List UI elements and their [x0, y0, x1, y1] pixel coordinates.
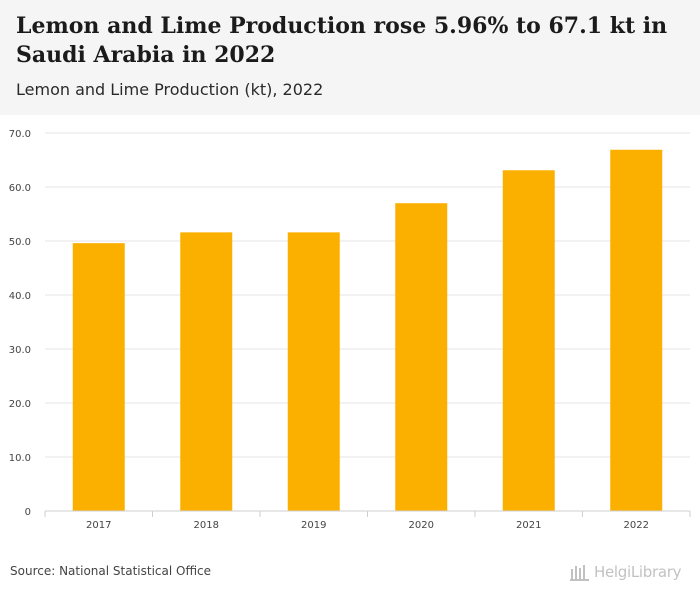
- x-tick-label: 2019: [301, 520, 326, 531]
- y-tick-label: 0: [25, 507, 31, 518]
- bar-2020: [395, 203, 448, 511]
- y-tick-label: 50.0: [9, 237, 31, 248]
- x-tick-label: 2020: [409, 520, 434, 531]
- y-tick-label: 40.0: [9, 291, 31, 302]
- y-tick-label: 30.0: [9, 345, 31, 356]
- source-note: Source: National Statistical Office: [10, 564, 212, 578]
- gridlines: [45, 132, 690, 512]
- y-tick-label: 70.0: [9, 129, 31, 140]
- library-icon: [570, 565, 589, 581]
- x-tick-label: 2018: [194, 520, 219, 531]
- chart-title: Lemon and Lime Production rose 5.96% to …: [16, 13, 668, 68]
- y-tick-label: 20.0: [9, 399, 31, 410]
- chart-header: Lemon and Lime Production rose 5.96% to …: [0, 0, 700, 115]
- logo-text: HelgiLibrary: [594, 563, 682, 581]
- bar-2022: [610, 149, 663, 512]
- x-tick-label: 2022: [624, 520, 649, 531]
- chart-subtitle: Lemon and Lime Production (kt), 2022: [16, 80, 324, 99]
- bar-chart: 0 10.0 20.0 30.0 40.0 50.0 60.0 70.0 2017 2018 201…: [9, 129, 691, 531]
- y-tick-label: 60.0: [9, 183, 31, 194]
- bar-2017: [72, 243, 125, 511]
- helgi-library-logo: HelgiLibrary: [570, 560, 682, 584]
- bar-2018: [180, 232, 233, 512]
- axes: 0 10.0 20.0 30.0 40.0 50.0 60.0 70.0 2017 2018 201…: [9, 129, 691, 531]
- x-tick-label: 2021: [516, 520, 541, 531]
- x-tick-label: 2017: [86, 520, 111, 531]
- bar-2019: [287, 232, 340, 512]
- y-tick-label: 10.0: [9, 453, 31, 464]
- bar-2021: [502, 170, 555, 511]
- bars: [72, 149, 663, 512]
